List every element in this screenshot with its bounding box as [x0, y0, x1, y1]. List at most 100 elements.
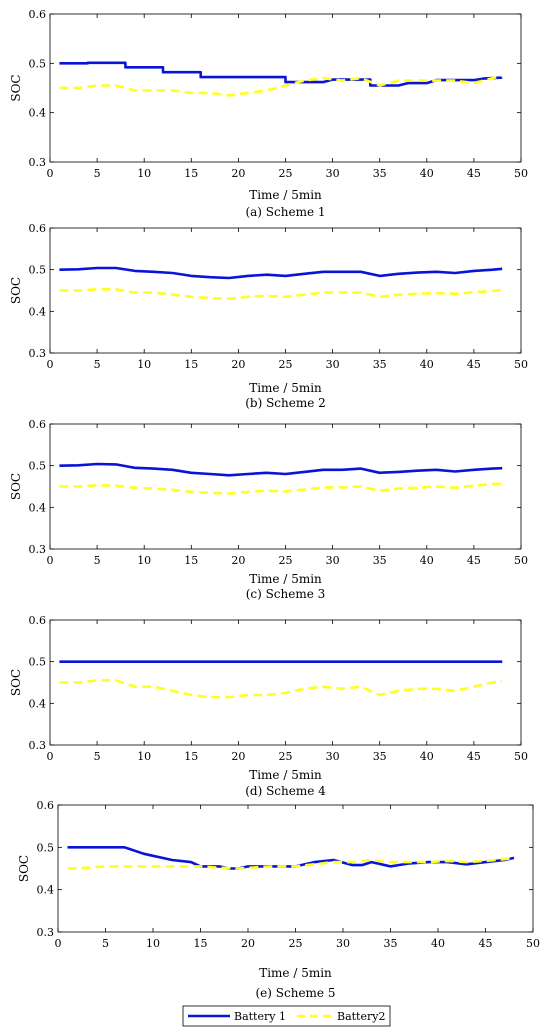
plot-frame — [49, 13, 522, 163]
x-tick-label: 10 — [146, 937, 160, 950]
x-tick-label: 10 — [137, 554, 151, 567]
x-tick-label: 30 — [326, 167, 340, 180]
y-axis-label: SOC — [9, 277, 23, 304]
x-tick-label: 30 — [326, 554, 340, 567]
x-tick-label: 10 — [137, 750, 151, 763]
x-tick-label: 50 — [514, 167, 528, 180]
y-tick-label: 0.5 — [29, 57, 47, 70]
x-tick-label: 35 — [373, 554, 387, 567]
x-tick-label: 20 — [231, 750, 245, 763]
series-line-battery-1 — [59, 462, 503, 477]
x-tick-label: 35 — [373, 167, 387, 180]
y-axis-label: SOC — [9, 74, 23, 101]
y-tick-label: 0.6 — [29, 614, 47, 627]
chart-panel-4: 0 5 10 15 20 25 30 35 40 45 50 0.3 0.4 0.5 0.6 SOC Time … — [9, 614, 528, 798]
x-tick-label: 40 — [420, 750, 434, 763]
plot-frame — [49, 227, 522, 354]
chart-panel-5: 0 5 10 15 20 25 30 35 40 45 50 0.3 0.4 0.5 0.6 SOC Time … — [17, 799, 540, 1000]
x-axis-label: Time / 5min — [249, 768, 322, 782]
series-line-battery-2 — [59, 74, 503, 97]
x-tick-label: 15 — [184, 750, 198, 763]
x-axis-label: Time / 5min — [249, 572, 322, 586]
x-axis-label: Time / 5min — [249, 188, 322, 202]
x-tick-label: 25 — [289, 937, 303, 950]
x-tick-label: 20 — [231, 554, 245, 567]
y-tick-label: 0.4 — [29, 107, 47, 120]
y-tick-label: 0.4 — [29, 697, 47, 710]
x-tick-label: 25 — [279, 750, 293, 763]
plot-frame — [57, 804, 534, 933]
legend-label-battery-1: Battery 1 — [234, 1010, 286, 1023]
x-tick-label: 5 — [94, 167, 101, 180]
y-tick-label: 0.6 — [29, 222, 47, 235]
x-tick-label: 15 — [184, 554, 198, 567]
y-tick-label: 0.3 — [29, 347, 47, 360]
chart-panel-1: 0 5 10 15 20 25 30 35 40 45 50 0.3 0.4 0.5 0.6 SOC Time … — [9, 8, 528, 219]
x-tick-label: 0 — [55, 937, 62, 950]
x-tick-label: 25 — [279, 554, 293, 567]
x-tick-label: 35 — [373, 750, 387, 763]
x-tick-label: 25 — [279, 358, 293, 371]
x-tick-label: 30 — [326, 750, 340, 763]
series-line-battery-2 — [59, 679, 503, 699]
x-tick-label: 45 — [467, 167, 481, 180]
x-tick-label: 20 — [231, 167, 245, 180]
y-tick-label: 0.4 — [29, 305, 47, 318]
x-tick-label: 45 — [467, 750, 481, 763]
y-tick-label: 0.4 — [29, 501, 47, 514]
x-tick-label: 20 — [241, 937, 255, 950]
panel-caption: (e) Scheme 5 — [256, 986, 336, 1000]
x-tick-label: 40 — [420, 167, 434, 180]
x-tick-label: 40 — [420, 554, 434, 567]
x-tick-label: 0 — [47, 554, 54, 567]
x-tick-label: 5 — [94, 750, 101, 763]
y-axis-label: SOC — [9, 473, 23, 500]
y-tick-label: 0.3 — [29, 543, 47, 556]
y-tick-label: 0.3 — [29, 156, 47, 169]
x-tick-label: 45 — [467, 554, 481, 567]
y-axis-label: SOC — [9, 669, 23, 696]
x-tick-label: 15 — [184, 167, 198, 180]
x-tick-label: 50 — [526, 937, 540, 950]
x-tick-label: 0 — [47, 167, 54, 180]
x-tick-label: 50 — [514, 554, 528, 567]
x-tick-label: 40 — [420, 358, 434, 371]
y-tick-label: 0.6 — [29, 8, 47, 21]
chart-panel-2: 0 5 10 15 20 25 30 35 40 45 50 0.3 0.4 0.5 0.6 SOC Time … — [9, 222, 528, 410]
y-tick-label: 0.5 — [29, 656, 47, 669]
x-tick-label: 10 — [137, 167, 151, 180]
x-tick-label: 5 — [102, 937, 109, 950]
y-tick-label: 0.6 — [37, 799, 55, 812]
y-tick-label: 0.3 — [29, 739, 47, 752]
x-axis-label: Time / 5min — [249, 381, 322, 395]
series-line-battery-2 — [59, 287, 503, 301]
x-tick-label: 0 — [47, 358, 54, 371]
legend-box — [182, 1005, 391, 1027]
series-line-battery-1 — [59, 266, 503, 280]
x-tick-label: 0 — [47, 750, 54, 763]
series-line-battery-2 — [59, 482, 503, 495]
chart-panel-3: 0 5 10 15 20 25 30 35 40 45 50 0.3 0.4 0.5 0.6 SOC Time … — [9, 418, 528, 601]
plot-frame — [49, 619, 522, 746]
x-tick-label: 30 — [326, 358, 340, 371]
legend: Battery 1 Battery2 — [182, 1005, 391, 1027]
x-tick-label: 45 — [479, 937, 493, 950]
x-tick-label: 5 — [94, 554, 101, 567]
y-tick-label: 0.5 — [37, 841, 55, 854]
x-tick-label: 35 — [373, 358, 387, 371]
y-tick-label: 0.3 — [37, 926, 55, 939]
y-tick-label: 0.5 — [29, 264, 47, 277]
panel-caption: (d) Scheme 4 — [245, 784, 326, 798]
x-tick-label: 35 — [384, 937, 398, 950]
panel-caption: (c) Scheme 3 — [246, 587, 326, 601]
x-tick-label: 25 — [279, 167, 293, 180]
y-axis-label: SOC — [17, 855, 31, 882]
x-tick-label: 45 — [467, 358, 481, 371]
x-tick-label: 15 — [184, 358, 198, 371]
y-tick-label: 0.4 — [37, 884, 55, 897]
y-tick-label: 0.6 — [29, 418, 47, 431]
y-tick-label: 0.5 — [29, 460, 47, 473]
x-tick-label: 15 — [194, 937, 208, 950]
panel-caption: (b) Scheme 2 — [245, 396, 326, 410]
